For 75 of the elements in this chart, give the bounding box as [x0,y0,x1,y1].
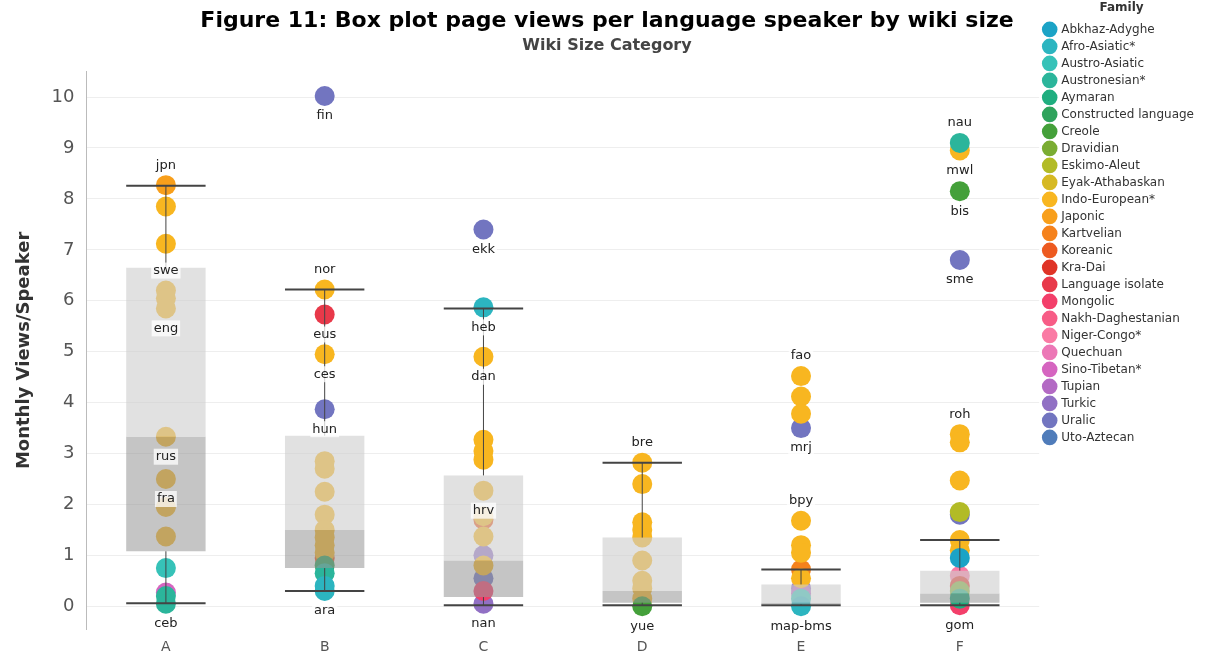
y-tick-label: 6 [63,288,75,310]
legend-label: Language isolate [1061,276,1164,291]
chart-subtitle: Wiki Size Category [522,35,693,55]
annotation: mrj [790,439,812,455]
annotation: gom [945,616,975,632]
annotation: eng [153,319,179,335]
annotation: roh [949,405,971,421]
x-tick-label: C [478,638,489,655]
annotation: fao [790,347,812,363]
annotation: ekk [471,240,496,256]
annotation: map-bms [770,617,832,633]
annotation: ceb [154,615,178,631]
legend-label: Creole [1061,123,1100,138]
annotation: fra [156,490,175,506]
x-tick-label: F [955,638,964,655]
annotation: sme [946,271,974,287]
legend-label: Austronesian* [1061,72,1146,87]
legend-label: Aymaran [1061,89,1115,104]
annotation: ces [313,365,336,381]
legend-label: Uralic [1061,412,1096,427]
legend-label: Afro-Asiatic* [1061,38,1136,53]
annotation: ara [314,602,336,618]
y-tick-label: 3 [63,441,75,463]
annotation: hrv [472,502,495,518]
legend-label: Turkic [1060,395,1097,410]
y-tick-label: 7 [63,237,75,259]
legend-label: Dravidian [1061,140,1120,155]
x-tick-label: B [319,638,330,655]
legend-title: Family [1099,0,1144,15]
annotation: yue [630,617,655,633]
annotation: fin [316,107,333,123]
annotation: hun [312,420,338,436]
x-tick-label: A [161,638,172,655]
annotation: nor [313,260,337,276]
legend-label: Mongolic [1061,293,1115,308]
legend-label: Eskimo-Aleut [1061,157,1141,172]
annotation: rus [155,448,177,464]
x-tick-label: E [796,638,806,655]
annotation: dan [471,368,496,384]
y-tick-label: 0 [63,593,75,615]
legend-label: Tupian [1060,378,1101,393]
y-tick-label: 10 [51,84,75,106]
y-tick-label: 1 [63,543,75,565]
legend-label: Abkhaz-Adyghe [1061,21,1155,36]
annotation: bpy [788,492,814,508]
legend-label: Austro-Asiatic [1061,55,1145,70]
legend-label: Kartvelian [1061,225,1122,240]
annotation: swe [153,261,179,277]
legend-label: Kra-Dai [1061,259,1106,274]
chart-title: Figure 11: Box plot page views per language speaker by wiki size [200,6,1014,32]
legend-label: Uto-Aztecan [1061,429,1135,444]
y-tick-label: 9 [63,135,75,157]
annotation: nau [947,114,973,130]
annotation: eus [313,325,337,341]
y-tick-label: 5 [63,339,75,361]
annotation: nan [471,615,496,631]
legend-label: Nakh-Daghestanian [1061,310,1180,325]
legend-label: Japonic [1060,208,1105,223]
annotation: mwl [946,161,974,177]
annotation: bis [950,202,970,218]
y-tick-label: 2 [63,492,75,514]
legend-label: Eyak-Athabaskan [1061,174,1165,189]
legend-label: Niger-Congo* [1061,327,1142,342]
legend-label: Sino-Tibetan* [1061,361,1142,376]
annotation: bre [631,434,653,450]
annotation: jpn [154,156,176,172]
x-tick-label: D [636,638,648,655]
legend-label: Koreanic [1061,242,1113,257]
legend-label: Quechuan [1061,344,1123,359]
legend-label: Indo-European* [1061,191,1156,206]
y-tick-label: 4 [63,390,75,412]
y-axis-title: Monthly Views/Speaker [12,231,34,470]
annotation: heb [471,318,496,334]
y-tick-label: 8 [63,186,75,208]
legend-label: Constructed language [1061,106,1194,121]
